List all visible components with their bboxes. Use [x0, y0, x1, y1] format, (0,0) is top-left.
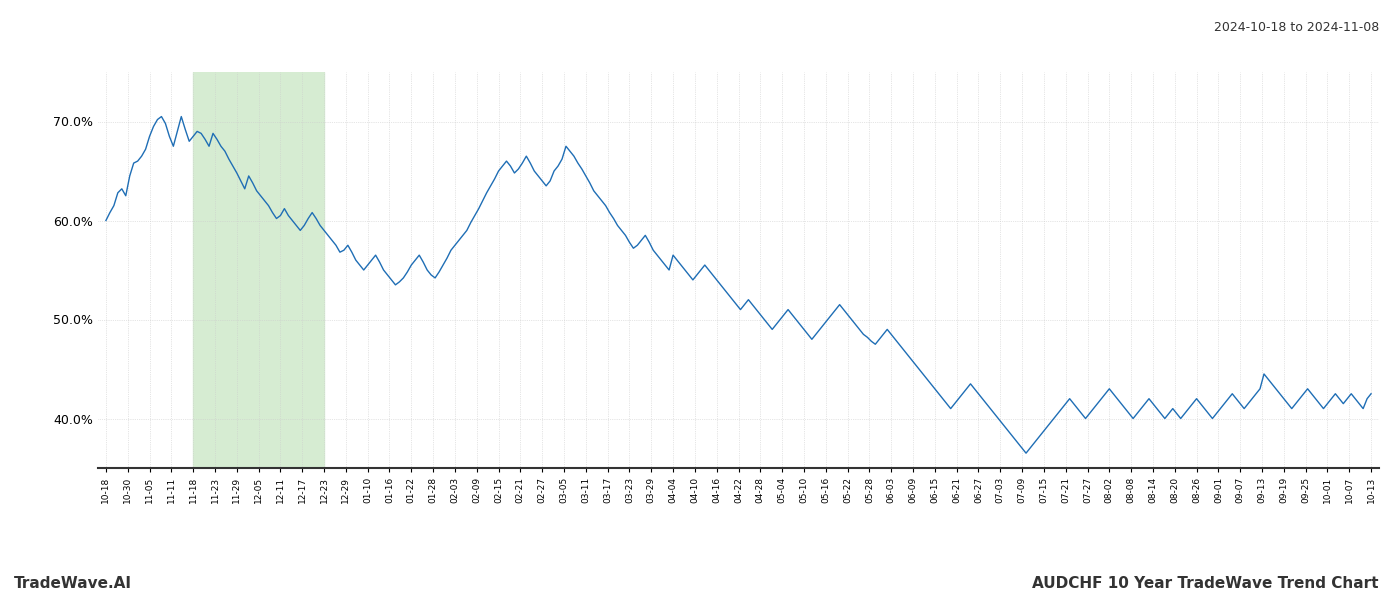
Text: 2024-10-18 to 2024-11-08: 2024-10-18 to 2024-11-08 [1214, 21, 1379, 34]
Text: AUDCHF 10 Year TradeWave Trend Chart: AUDCHF 10 Year TradeWave Trend Chart [1033, 576, 1379, 591]
Bar [193, 72, 323, 468]
Text: TradeWave.AI: TradeWave.AI [14, 576, 132, 591]
